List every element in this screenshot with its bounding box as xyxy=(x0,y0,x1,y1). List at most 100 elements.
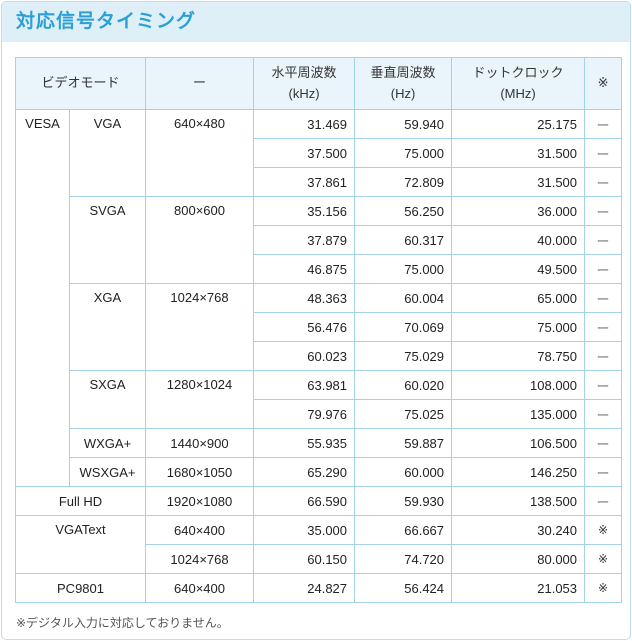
table-cell: SVGA xyxy=(68,196,147,284)
table-cell: 75.000 xyxy=(354,254,453,284)
table-cell: 31.469 xyxy=(253,109,356,139)
table-cell: 146.250 xyxy=(451,457,586,487)
table-row: 37.879 60.317 40.000 ー xyxy=(16,225,623,255)
table-cell: 65.290 xyxy=(253,457,356,487)
header-horizontal-frequency: 水平周波数 (kHz) xyxy=(253,57,356,110)
header-unit: (kHz) xyxy=(288,85,320,101)
table-cell: ー xyxy=(584,486,623,516)
table-cell: 75.025 xyxy=(354,399,453,429)
table-cell: 106.500 xyxy=(451,428,586,458)
table-cell: 60.004 xyxy=(354,283,453,313)
header-resolution: ー xyxy=(145,57,255,110)
signal-timing-table: ビデオモード ー 水平周波数 (kHz) 垂直周波数 (Hz) ドットクロック xyxy=(14,57,623,603)
table-cell: 80.000 xyxy=(451,544,586,574)
table-cell: ー xyxy=(584,428,623,458)
table-cell: 56.476 xyxy=(253,312,356,342)
header-label: ー xyxy=(193,75,207,91)
table-cell: 36.000 xyxy=(451,196,586,226)
table-row: Full HD 1920×1080 66.590 59.930 138.500 ー xyxy=(14,486,623,516)
header-unit: (MHz) xyxy=(500,85,536,101)
table-cell: 56.424 xyxy=(354,573,453,603)
table-cell: 640×480 xyxy=(145,109,255,197)
table-cell: 70.069 xyxy=(354,312,453,342)
table-cell: Full HD xyxy=(14,486,147,516)
table-cell: 640×400 xyxy=(145,515,255,545)
content-area: ビデオモード ー 水平周波数 (kHz) 垂直周波数 (Hz) ドットクロック xyxy=(2,42,630,631)
table-cell: VGA xyxy=(68,109,147,197)
table-cell: WXGA+ xyxy=(68,428,147,458)
table-row: 60.023 75.029 78.750 ー xyxy=(16,341,623,371)
header-label: ドットクロック xyxy=(472,65,564,81)
table-cell: VGAText xyxy=(14,515,147,574)
table-cell: 37.879 xyxy=(253,225,356,255)
table-cell: 75.000 xyxy=(451,312,586,342)
table-cell: 138.500 xyxy=(451,486,586,516)
header-video-mode: ビデオモード xyxy=(14,57,147,110)
header-label: 垂直周波数 xyxy=(370,65,436,81)
table-cell: 72.809 xyxy=(354,167,453,197)
table-cell: 37.861 xyxy=(253,167,356,197)
table-cell: 1440×900 xyxy=(145,428,255,458)
table-cell: 25.175 xyxy=(451,109,586,139)
table-cell: SXGA xyxy=(68,370,147,429)
table-cell: ー xyxy=(584,312,623,342)
table-cell: 31.500 xyxy=(451,167,586,197)
table-cell: 75.000 xyxy=(354,138,453,168)
table-cell: ー xyxy=(584,196,623,226)
table-cell: 135.000 xyxy=(451,399,586,429)
table-cell: PC9801 xyxy=(14,573,147,603)
table-cell: 108.000 xyxy=(451,370,586,400)
table-cell: 30.240 xyxy=(451,515,586,545)
table-cell: 35.000 xyxy=(253,515,356,545)
table-header-row: ビデオモード ー 水平周波数 (kHz) 垂直周波数 (Hz) ドットクロック xyxy=(14,57,623,110)
header-unit: (Hz) xyxy=(390,85,416,101)
table-cell: WSXGA+ xyxy=(68,457,147,487)
table-cell: 35.156 xyxy=(253,196,356,226)
table-row: 37.500 75.000 31.500 ー xyxy=(16,138,623,168)
table-row: VESA VGA 640×480 31.469 59.940 25.175 ー xyxy=(15,109,623,487)
table-cell: ー xyxy=(584,167,623,197)
table-row: VGAText 640×400 35.000 66.667 30.240 ※ xyxy=(14,515,623,574)
header-label: ※ xyxy=(597,75,609,91)
table-cell: VESA xyxy=(15,109,70,487)
table-cell: 1024×768 xyxy=(145,544,255,574)
table-cell: ー xyxy=(584,225,623,255)
table-row: 1024×768 60.150 74.720 80.000 ※ xyxy=(16,544,623,574)
header-dot-clock: ドットクロック (MHz) xyxy=(451,57,586,110)
table-row: SVGA 800×600 35.156 56.250 36.000 ー xyxy=(16,196,623,284)
table-cell: 31.500 xyxy=(451,138,586,168)
table-cell: 640×400 xyxy=(145,573,255,603)
header-label: 水平周波数 xyxy=(271,65,337,81)
page-title: 対応信号タイミング xyxy=(2,2,630,42)
table-cell: ※ xyxy=(584,544,623,574)
table-cell: 48.363 xyxy=(253,283,356,313)
footnote: ※デジタル入力に対応しておりません。 xyxy=(16,616,229,630)
table-cell: ー xyxy=(584,370,623,400)
table-cell: ー xyxy=(584,399,623,429)
table-cell: 79.976 xyxy=(253,399,356,429)
table-cell: 40.000 xyxy=(451,225,586,255)
header-label: ビデオモード xyxy=(41,75,120,91)
table-cell: ※ xyxy=(584,573,623,603)
table-cell: 49.500 xyxy=(451,254,586,284)
timing-table-body: VESA VGA 640×480 31.469 59.940 25.175 ー 37.500 7… xyxy=(14,109,623,603)
table-cell: 75.029 xyxy=(354,341,453,371)
table-cell: 1680×1050 xyxy=(145,457,255,487)
table-cell: ー xyxy=(584,254,623,284)
table-cell: 66.590 xyxy=(253,486,356,516)
table-cell: ー xyxy=(584,109,623,139)
table-cell: 63.981 xyxy=(253,370,356,400)
table-cell: 74.720 xyxy=(354,544,453,574)
table-cell: 1280×1024 xyxy=(145,370,255,429)
table-cell: 56.250 xyxy=(354,196,453,226)
table-cell: 37.500 xyxy=(253,138,356,168)
table-cell: 1920×1080 xyxy=(145,486,255,516)
table-cell: XGA xyxy=(68,283,147,371)
table-cell: 1024×768 xyxy=(145,283,255,371)
table-row: 46.875 75.000 49.500 ー xyxy=(16,254,623,284)
table-cell: 60.000 xyxy=(354,457,453,487)
table-cell: 60.317 xyxy=(354,225,453,255)
table-row: 37.861 72.809 31.500 ー xyxy=(16,167,623,197)
table-row: WXGA+ 1440×900 55.935 59.887 106.500 ー xyxy=(16,428,623,458)
